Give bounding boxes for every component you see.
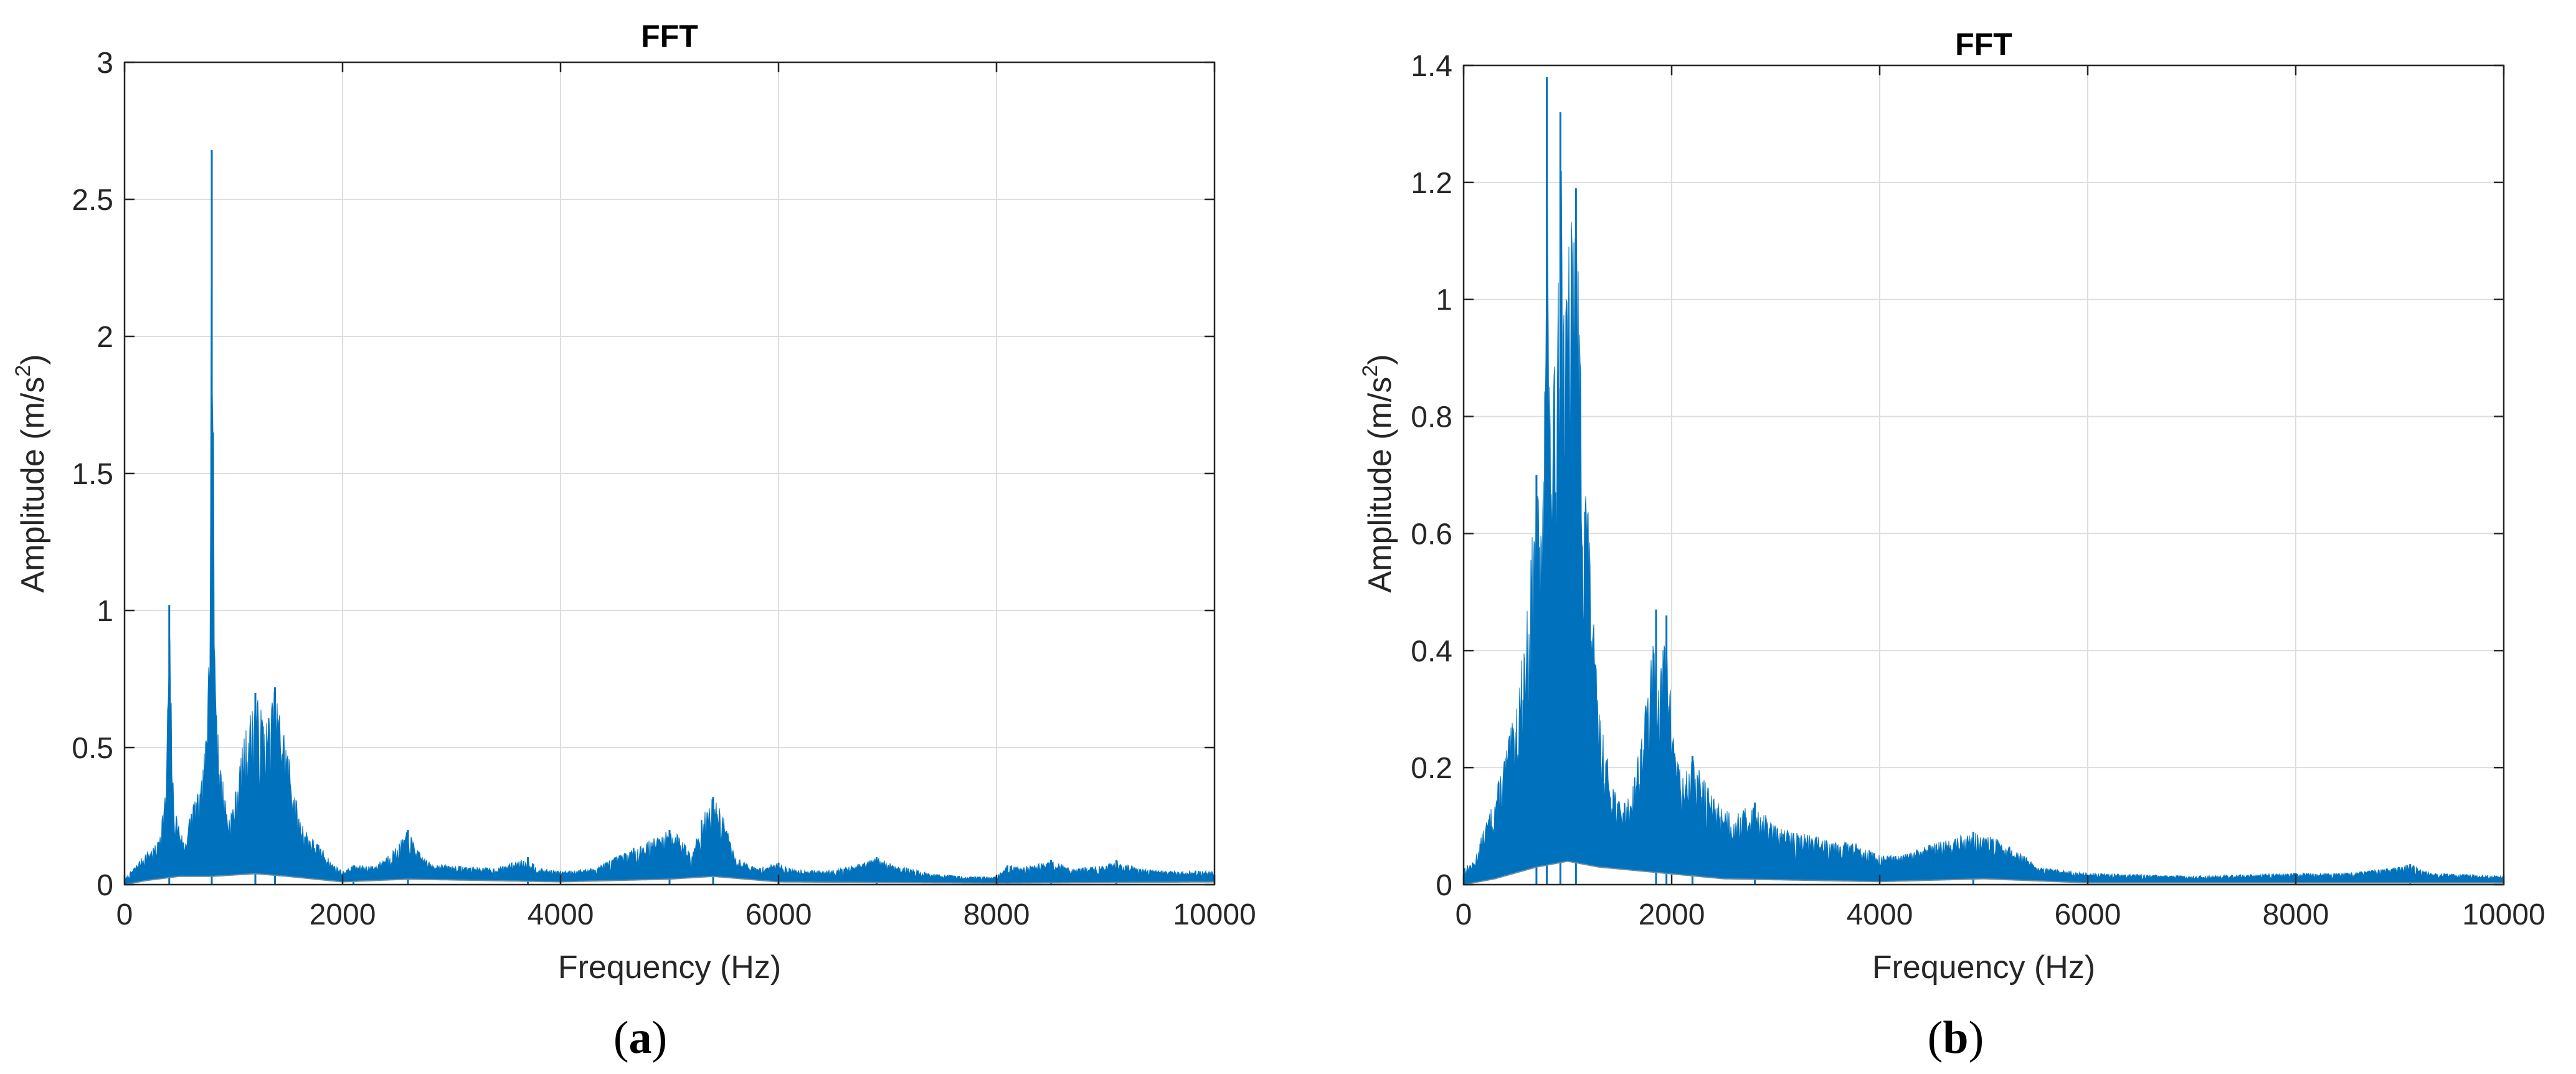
chart-b-ytick-label: 1.4 (1411, 50, 1452, 83)
chart-b-ytick-label: 0.6 (1411, 518, 1452, 551)
chart-a-xtick-label: 6000 (746, 898, 812, 931)
chart-b-axes-frame (1462, 64, 2505, 886)
chart-a-ytick-label: 1 (97, 595, 113, 628)
chart-a-ticks: 0 2000 4000 6000 8000 10000 0 0.5 1 1.5 2 2.5 3 (72, 47, 1256, 931)
chart-b-xtick-label: 6000 (2055, 898, 2121, 931)
chart-a-xtick-label: 4000 (528, 898, 594, 931)
chart-b-ticks: 0 2000 4000 6000 8000 10000 0 0.2 0.4 0.6 0.8 1 1.2 1… (1411, 50, 2545, 931)
chart-b-spectrum-series (1463, 153, 2504, 885)
chart-b-panel-label: (b) (1928, 1012, 1984, 1063)
chart-b-xlabel: Frequency (Hz) (1872, 949, 2095, 986)
chart-a-ytick-label: 2.5 (72, 184, 113, 217)
chart-b-xtick-label: 8000 (2263, 898, 2329, 931)
chart-a-ytick-label: 1.5 (72, 458, 113, 491)
chart-a-plot-area (124, 150, 1215, 885)
chart-a-xtick-label: 10000 (1173, 898, 1256, 931)
chart-a-xtick-label: 2000 (310, 898, 376, 931)
chart-a-title: FFT (641, 19, 698, 54)
chart-a-xlabel: Frequency (Hz) (558, 949, 781, 986)
chart-b-title: FFT (1955, 27, 2012, 62)
chart-panel-a: FFT 0 2000 4000 6000 8000 1000000.511.522.53 … (11, 19, 1256, 1063)
chart-b-ylabel: Amplitude (m/s2) (1358, 354, 1398, 592)
chart-b-xtick-label: 10000 (2462, 898, 2545, 931)
chart-a-floor-trace (124, 873, 1215, 885)
chart-b-ytick-label: 1.2 (1411, 167, 1452, 200)
chart-a-xtick-label: 8000 (964, 898, 1030, 931)
chart-a-ytick-label: 0 (97, 869, 113, 902)
chart-a-ytick-label: 2 (97, 321, 113, 354)
chart-b-ytick-label: 1 (1436, 284, 1452, 317)
chart-a-spectrum-series (124, 279, 1215, 885)
chart-b-ytick-label: 0.2 (1411, 752, 1452, 785)
chart-b-plot-area (1463, 77, 2504, 885)
chart-a-ylabel: Amplitude (m/s2) (11, 354, 51, 592)
chart-b-ytick-label: 0.8 (1411, 401, 1452, 434)
chart-a-ytick-label: 3 (97, 47, 113, 80)
chart-b-xtick-label: 4000 (1847, 898, 1913, 931)
chart-a-grid (125, 62, 1215, 885)
chart-b-ytick-label: 0 (1436, 869, 1452, 902)
chart-b-xtick-label: 0 (1456, 898, 1472, 931)
chart-a-panel-label: (a) (613, 1012, 667, 1063)
chart-panel-b: FFT 0 2000 4000 6000 8000 10000 0 0.2 0.4 0.6 0.8 1… (1358, 27, 2545, 1063)
chart-b-ytick-label: 0.4 (1411, 635, 1452, 668)
chart-b-floor-trace (1463, 860, 2504, 885)
chart-b-xtick-label: 2000 (1639, 898, 1705, 931)
chart-a-ytick-label: 0.5 (72, 732, 113, 765)
chart-a-xtick-label: 0 (116, 898, 133, 931)
chart-b-grid (1464, 65, 2504, 885)
